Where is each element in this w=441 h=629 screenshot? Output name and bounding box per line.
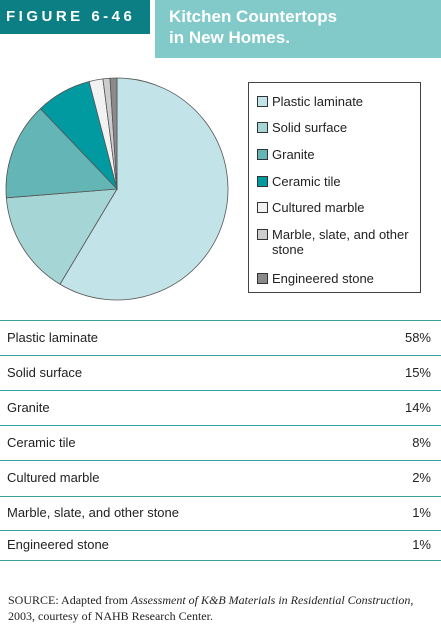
legend-item: Ceramic tile [257, 174, 417, 189]
source-label: SOURCE: [8, 593, 59, 607]
figure-label: FIGURE 6-46 [0, 0, 150, 34]
row-label: Cultured marble [7, 470, 100, 485]
pie-chart [5, 77, 229, 301]
legend-label: Marble, slate, and other stone [272, 227, 409, 257]
pie-slice [59, 77, 229, 301]
row-value: 1% [412, 537, 431, 552]
legend-label: Engineered stone [272, 271, 374, 286]
row-label: Granite [7, 400, 50, 415]
row-value: 58% [404, 330, 431, 345]
source-note: SOURCE: Adapted from Assessment of K&B M… [8, 592, 433, 624]
row-label: Ceramic tile [7, 435, 76, 450]
legend: Plastic laminate Solid surface Granite Cera… [248, 82, 421, 293]
legend-item: Solid surface [257, 120, 417, 135]
source-text: Adapted from [61, 593, 129, 607]
legend-swatch [257, 273, 268, 284]
pie-slice [109, 77, 118, 190]
table-rule [0, 320, 441, 321]
legend-label: Solid surface [272, 120, 348, 135]
legend-item: Granite [257, 147, 417, 162]
table-row: Ceramic tile 8% [0, 425, 441, 461]
row-label: Plastic laminate [7, 330, 99, 345]
table-row: Cultured marble 2% [0, 460, 441, 497]
pie-slice [5, 188, 118, 285]
legend-label: Ceramic tile [272, 174, 341, 189]
pie-slice [5, 108, 118, 199]
row-value: 15% [404, 365, 431, 380]
title-box: Kitchen Countertops in New Homes. [155, 0, 441, 58]
legend-swatch [257, 202, 268, 213]
legend-swatch [257, 176, 268, 187]
legend-swatch [257, 229, 268, 240]
row-label: Marble, slate, and other stone [7, 505, 179, 520]
legend-label: Granite [272, 147, 315, 162]
table-row: Marble, slate, and other stone 1% [0, 496, 441, 531]
legend-swatch [257, 122, 268, 133]
legend-item: Engineered stone [257, 271, 417, 286]
table-row: Plastic laminate 58% [0, 320, 441, 356]
table-row: Solid surface 15% [0, 355, 441, 391]
table-row: Granite 14% [0, 390, 441, 426]
source-text: 2003, courtesy of NAHB Research Center. [8, 609, 213, 623]
table-row: Engineered stone 1% [0, 530, 441, 561]
row-value: 2% [412, 470, 431, 485]
legend-label: Plastic laminate [272, 94, 364, 109]
source-citation: Assessment of K&B Materials in Residenti… [131, 593, 414, 607]
legend-item: Marble, slate, and other stone [257, 227, 417, 257]
row-value: 8% [412, 435, 431, 450]
row-value: 1% [412, 505, 431, 520]
row-value: 14% [404, 400, 431, 415]
chart-title: Kitchen Countertops in New Homes. [169, 7, 338, 47]
legend-item: Cultured marble [257, 200, 417, 215]
legend-item: Plastic laminate [257, 94, 417, 109]
legend-swatch [257, 149, 268, 160]
legend-label: Cultured marble [272, 200, 365, 215]
row-label: Solid surface [7, 365, 83, 380]
row-label: Engineered stone [7, 537, 109, 552]
legend-swatch [257, 96, 268, 107]
